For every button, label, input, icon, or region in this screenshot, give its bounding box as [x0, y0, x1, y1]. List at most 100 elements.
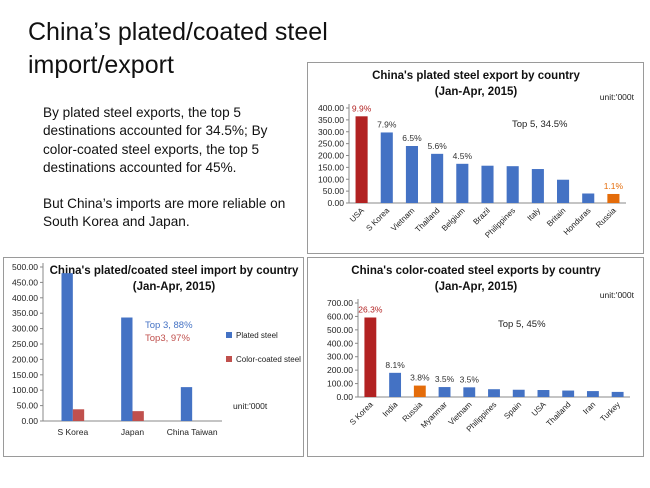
data-label: 5.6% [427, 141, 447, 151]
bar-spain [512, 389, 525, 397]
bar-belgium [456, 163, 469, 203]
y-tick-label: 600.00 [327, 311, 353, 321]
y-tick-label: 100.00 [12, 385, 38, 395]
x-tick-label: Russia [594, 206, 618, 230]
x-tick-label: Myanmar [419, 400, 449, 430]
legend-label: Color-coated steel [236, 355, 301, 364]
bar-usa [537, 390, 550, 397]
chart-title-line: (Jan-Apr, 2015) [435, 281, 518, 293]
top5-annotation: Top 5, 34.5% [512, 119, 568, 130]
y-tick-label: 300.00 [12, 324, 38, 334]
y-tick-label: 150.00 [12, 370, 38, 380]
x-tick-label: Brazil [471, 206, 492, 227]
y-tick-label: 300.00 [327, 352, 353, 362]
x-tick-label: S Korea [348, 400, 375, 427]
bar-color-coated-steel [132, 411, 144, 421]
y-tick-label: 400.00 [318, 103, 344, 113]
x-tick-label: Belgium [440, 206, 467, 233]
unit-label: unit:'000t [600, 92, 635, 102]
chart-title-line: China's plated steel export by country [372, 70, 580, 82]
y-tick-label: 250.00 [12, 339, 38, 349]
top5-annotation: Top 5, 45% [498, 319, 546, 330]
top3-annotation: Top 3, 88% [145, 320, 193, 331]
bar-iran [586, 391, 599, 397]
y-tick-label: 200.00 [318, 151, 344, 161]
data-label: 1.1% [604, 181, 624, 191]
y-tick-label: 300.00 [318, 127, 344, 137]
y-tick-label: 100.00 [327, 379, 353, 389]
legend-label: Plated steel [236, 331, 278, 340]
x-tick-label: Vietnam [389, 206, 416, 233]
bar-philippines [506, 166, 519, 203]
x-tick-label: USA [530, 400, 548, 418]
bar-plated-steel [180, 387, 193, 421]
y-tick-label: 200.00 [327, 365, 353, 375]
x-tick-label: Honduras [562, 206, 593, 237]
data-label: 9.9% [352, 103, 372, 113]
x-tick-label: Italy [526, 206, 543, 223]
y-tick-label: 0.00 [21, 416, 38, 426]
y-tick-label: 350.00 [12, 308, 38, 318]
legend-swatch [226, 356, 232, 362]
x-tick-label: Thailand [545, 400, 573, 428]
x-tick-label: S Korea [364, 206, 391, 233]
x-tick-label: India [381, 400, 400, 419]
x-tick-label: Russia [401, 400, 425, 424]
bar-s-korea [364, 317, 377, 397]
x-tick-label: Japan [121, 427, 144, 437]
y-tick-label: 250.00 [318, 139, 344, 149]
y-tick-label: 50.00 [17, 401, 39, 411]
bar-india [389, 372, 402, 397]
x-tick-label: USA [348, 206, 366, 224]
bar-usa [355, 116, 368, 203]
bar-s-korea [380, 132, 393, 203]
slide-title-line-2: import/export [28, 51, 174, 79]
bar-thailand [431, 153, 444, 203]
bar-italy [531, 169, 544, 203]
y-tick-label: 500.00 [12, 262, 38, 272]
x-tick-label: S Korea [57, 427, 88, 437]
data-label: 3.5% [460, 374, 480, 384]
y-tick-label: 0.00 [336, 392, 353, 402]
y-tick-label: 100.00 [318, 174, 344, 184]
y-tick-label: 0.00 [327, 198, 344, 208]
unit-label: unit:'000t [233, 401, 268, 411]
bar-brazil [481, 165, 494, 203]
color-coated-export-chart-panel: China's color-coated steel exports by co… [307, 257, 644, 457]
data-label: 6.5% [402, 133, 422, 143]
x-tick-label: Iran [581, 400, 597, 416]
import-chart-panel: China's plated/coated steel import by co… [3, 257, 304, 457]
y-tick-label: 400.00 [327, 338, 353, 348]
unit-label: unit:'000t [600, 290, 635, 300]
color-coated-export-chart: China's color-coated steel exports by co… [327, 265, 635, 434]
chart-title-line: (Jan-Apr, 2015) [435, 86, 518, 98]
y-tick-label: 50.00 [323, 186, 345, 196]
bar-myanmar [438, 387, 451, 397]
y-tick-label: 450.00 [12, 277, 38, 287]
y-tick-label: 700.00 [327, 298, 353, 308]
data-label: 26.3% [358, 305, 383, 315]
bar-color-coated-steel [72, 409, 85, 421]
y-tick-label: 150.00 [318, 162, 344, 172]
y-tick-label: 200.00 [12, 354, 38, 364]
summary-text: By plated steel exports, the top 5 desti… [43, 104, 303, 232]
bar-vietnam [463, 387, 476, 397]
bar-plated-steel [61, 273, 73, 421]
chart-title-line: China's plated/coated steel import by co… [50, 265, 299, 277]
bar-thailand [562, 390, 575, 397]
bar-britain [557, 179, 570, 203]
bar-honduras [582, 193, 595, 203]
x-tick-label: Turkey [599, 400, 622, 423]
chart-title-line: China's color-coated steel exports by co… [351, 265, 601, 277]
data-label: 7.9% [377, 119, 397, 129]
bar-vietnam [405, 146, 418, 203]
top3-annotation: Top3, 97% [145, 333, 190, 344]
slide-title-line-1: China’s plated/coated steel [28, 18, 328, 46]
bar-russia [413, 385, 426, 397]
legend-swatch [226, 332, 232, 338]
x-tick-label: Thailand [413, 206, 441, 234]
bar-philippines [488, 389, 500, 397]
x-tick-label: Britain [545, 206, 567, 228]
y-tick-label: 500.00 [327, 325, 353, 335]
chart-title-line: (Jan-Apr, 2015) [133, 281, 216, 293]
